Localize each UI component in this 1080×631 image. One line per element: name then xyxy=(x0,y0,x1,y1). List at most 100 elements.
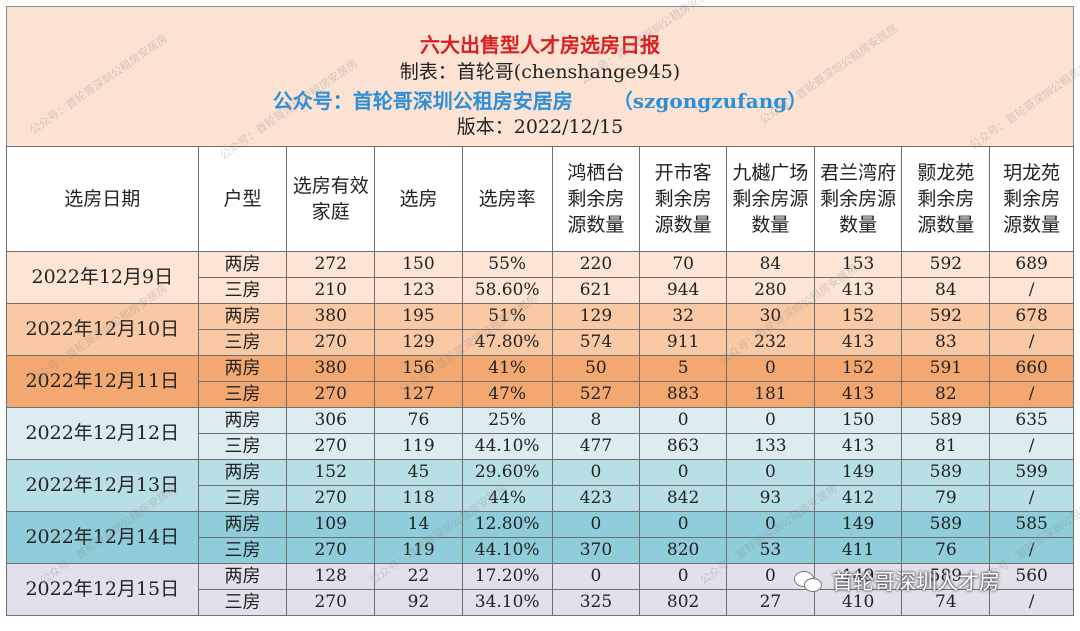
value-cell: 270 xyxy=(286,589,376,616)
value-cell: 325 xyxy=(551,589,641,616)
value-cell: 82 xyxy=(901,381,991,408)
value-cell: 944 xyxy=(639,277,728,304)
value-cell: 585 xyxy=(989,511,1074,538)
value-cell: 74 xyxy=(901,589,991,616)
value-cell: 44.10% xyxy=(461,433,553,460)
unit-type-cell: 两房 xyxy=(197,511,288,538)
value-cell: 413 xyxy=(813,433,903,460)
public-account: 公众号：首轮哥深圳公租房安居房 （szgongzufang） xyxy=(7,85,1073,114)
value-cell: 181 xyxy=(726,381,815,408)
value-cell: 574 xyxy=(551,329,641,356)
unit-type-cell: 三房 xyxy=(197,537,288,564)
date-cell: 2022年12月9日 xyxy=(6,251,199,304)
value-cell: / xyxy=(989,381,1074,408)
value-cell: 76 xyxy=(374,407,463,434)
value-cell: 370 xyxy=(551,537,641,564)
value-cell: 150 xyxy=(813,407,903,434)
badge-text: 首轮哥深圳人才房 xyxy=(832,570,1000,594)
date-cell: 2022年12月10日 xyxy=(6,303,199,356)
value-cell: 44.10% xyxy=(461,537,553,564)
value-cell: 32 xyxy=(639,303,728,330)
column-header: 选房日期 xyxy=(6,146,199,252)
value-cell: 119 xyxy=(374,537,463,564)
unit-type-cell: 三房 xyxy=(197,589,288,616)
value-cell: 413 xyxy=(813,381,903,408)
value-cell: 118 xyxy=(374,485,463,512)
value-cell: 270 xyxy=(286,329,376,356)
value-cell: 477 xyxy=(551,433,641,460)
value-cell: 589 xyxy=(901,459,991,486)
date-cell: 2022年12月11日 xyxy=(6,355,199,408)
value-cell: / xyxy=(989,485,1074,512)
value-cell: 621 xyxy=(551,277,641,304)
value-cell: 306 xyxy=(286,407,376,434)
value-cell: 58.60% xyxy=(461,277,553,304)
value-cell: 0 xyxy=(639,459,728,486)
table-row: 2022年12月11日 两房 380 156 41% 50 5 0 152 591 660 xyxy=(6,355,1074,408)
column-header: 选房 xyxy=(374,146,463,252)
unit-type-cell: 两房 xyxy=(197,303,288,330)
report-version: 版本：2022/12/15 xyxy=(456,116,624,138)
value-cell: 47.80% xyxy=(461,329,553,356)
value-cell: 109 xyxy=(286,511,376,538)
column-header: 君兰湾府 剩余房源 数量 xyxy=(813,146,903,252)
value-cell: 0 xyxy=(639,563,728,590)
value-cell: 25% xyxy=(461,407,553,434)
value-cell: 660 xyxy=(989,355,1074,382)
public-account-label: 公众号：首轮哥深圳公租房安居房 xyxy=(272,89,573,113)
value-cell: / xyxy=(989,329,1074,356)
value-cell: 119 xyxy=(374,433,463,460)
table-row: 2022年12月13日 两房 152 45 29.60% 0 0 0 149 589 599 xyxy=(6,459,1074,512)
table-row: 2022年12月14日 两房 109 14 12.80% 0 0 0 149 589 585 xyxy=(6,511,1074,564)
value-cell: 412 xyxy=(813,485,903,512)
value-cell: 84 xyxy=(901,277,991,304)
value-cell: 413 xyxy=(813,277,903,304)
value-cell: 70 xyxy=(639,251,728,278)
value-cell: 81 xyxy=(901,433,991,460)
date-cell: 2022年12月14日 xyxy=(6,511,199,564)
value-cell: 413 xyxy=(813,329,903,356)
date-cell: 2022年12月15日 xyxy=(6,563,199,616)
report-frame: 六大出售型人才房选房日报 制表：首轮哥(chenshange945) 公众号：首… xyxy=(6,0,1080,625)
table-row: 三房 270 92 34.10% 325 802 27 410 74/ xyxy=(6,589,1074,616)
date-cell: 2022年12月12日 xyxy=(6,407,199,460)
unit-type-cell: 三房 xyxy=(197,381,288,408)
value-cell: 635 xyxy=(989,407,1074,434)
value-cell: 380 xyxy=(286,355,376,382)
value-cell: 592 xyxy=(901,303,991,330)
wechat-badge: 首轮哥深圳人才房 xyxy=(794,566,1000,596)
table-row: 2022年12月9日 两房 272 150 55% 220 70 84 153 592 689 xyxy=(6,251,1074,304)
unit-type-cell: 两房 xyxy=(197,459,288,486)
value-cell: 195 xyxy=(374,303,463,330)
value-cell: 152 xyxy=(813,303,903,330)
value-cell: 270 xyxy=(286,381,376,408)
value-cell: 149 xyxy=(813,511,903,538)
column-header: 颢龙苑 剩余房 源数量 xyxy=(901,146,991,252)
value-cell: 280 xyxy=(726,277,815,304)
value-cell: 12.80% xyxy=(461,511,553,538)
value-cell: 79 xyxy=(901,485,991,512)
value-cell: 128 xyxy=(286,563,376,590)
value-cell: 149 xyxy=(813,563,903,590)
wechat-icon xyxy=(794,569,824,593)
value-cell: 689 xyxy=(989,251,1074,278)
value-cell: 149 xyxy=(813,459,903,486)
value-cell: 123 xyxy=(374,277,463,304)
value-cell: 0 xyxy=(551,511,641,538)
data-table: 选房日期 户型 选房有效 家庭 选房 选房率 鸿栖台 剩余房 源数量 开市客 剩余房 源数量 九樾广场剩… xyxy=(6,146,1074,616)
value-cell: 129 xyxy=(551,303,641,330)
value-cell: 842 xyxy=(639,485,728,512)
value-cell: 0 xyxy=(726,407,815,434)
value-cell: 802 xyxy=(639,589,728,616)
column-header: 选房有效 家庭 xyxy=(286,146,376,252)
value-cell: 863 xyxy=(639,433,728,460)
value-cell: 591 xyxy=(901,355,991,382)
table-row: 2022年12月15日 两房 128 22 17.20% 0 0 0 149 589 560 xyxy=(6,563,1074,616)
value-cell: / xyxy=(989,433,1074,460)
value-cell: 0 xyxy=(726,355,815,382)
value-cell: 411 xyxy=(813,537,903,564)
value-cell: 47% xyxy=(461,381,553,408)
table-row: 2022年12月10日 两房 380 195 51% 129 32 30 152 592 678 xyxy=(6,303,1074,356)
value-cell: 34.10% xyxy=(461,589,553,616)
report-header: 六大出售型人才房选房日报 制表：首轮哥(chenshange945) 公众号：首… xyxy=(6,6,1074,147)
